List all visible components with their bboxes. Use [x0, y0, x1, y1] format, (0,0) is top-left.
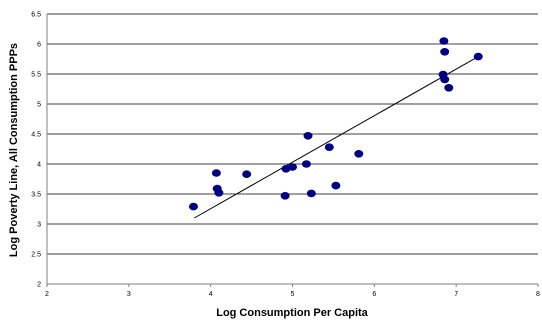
y-tick-label: 4.5	[31, 132, 41, 139]
x-tick-label: 8	[536, 291, 540, 298]
x-tick-label: 4	[209, 291, 213, 298]
y-tick-label: 5	[37, 102, 41, 109]
data-point	[444, 84, 454, 92]
y-tick-label: 3	[37, 222, 41, 229]
data-point	[303, 132, 313, 140]
data-point	[288, 163, 297, 171]
gridlines	[47, 13, 538, 255]
data-point	[331, 181, 341, 190]
y-tick-label: 5.5	[31, 72, 41, 79]
data-point	[214, 189, 224, 197]
y-axis-title: Log Poverty Line, All Consumption PPPs	[8, 43, 20, 257]
data-point	[324, 143, 334, 151]
data-points	[188, 37, 483, 211]
x-tick-label: 7	[454, 291, 458, 298]
data-point	[211, 169, 221, 177]
data-point	[306, 189, 316, 198]
data-point	[440, 48, 450, 56]
y-tick-label: 2	[37, 282, 41, 289]
data-point	[242, 170, 252, 178]
y-tick-label: 6	[37, 42, 41, 49]
data-point	[301, 160, 311, 168]
data-point	[188, 202, 198, 211]
axes	[46, 14, 539, 287]
data-point	[473, 52, 483, 61]
y-tick-label: 3.5	[31, 192, 41, 199]
data-point	[354, 150, 364, 158]
data-point	[280, 192, 290, 200]
x-axis-title: Log Consumption Per Capita	[216, 307, 368, 319]
x-tick-label: 3	[127, 291, 131, 298]
y-tick-label: 4	[37, 162, 41, 169]
x-tick-label: 6	[372, 291, 376, 298]
data-point	[440, 75, 450, 84]
x-tick-label: 5	[291, 291, 295, 298]
y-tick-label: 6.5	[31, 12, 41, 19]
y-tick-label: 2.5	[31, 252, 41, 259]
data-point	[439, 37, 449, 45]
tick-labels: 2 2.5 3 3.5 4 4.5 5 5.5 6 6.5 2 3 4 5 6 7 8	[31, 12, 540, 299]
x-tick-label: 2	[45, 291, 49, 298]
trendline	[194, 56, 479, 219]
